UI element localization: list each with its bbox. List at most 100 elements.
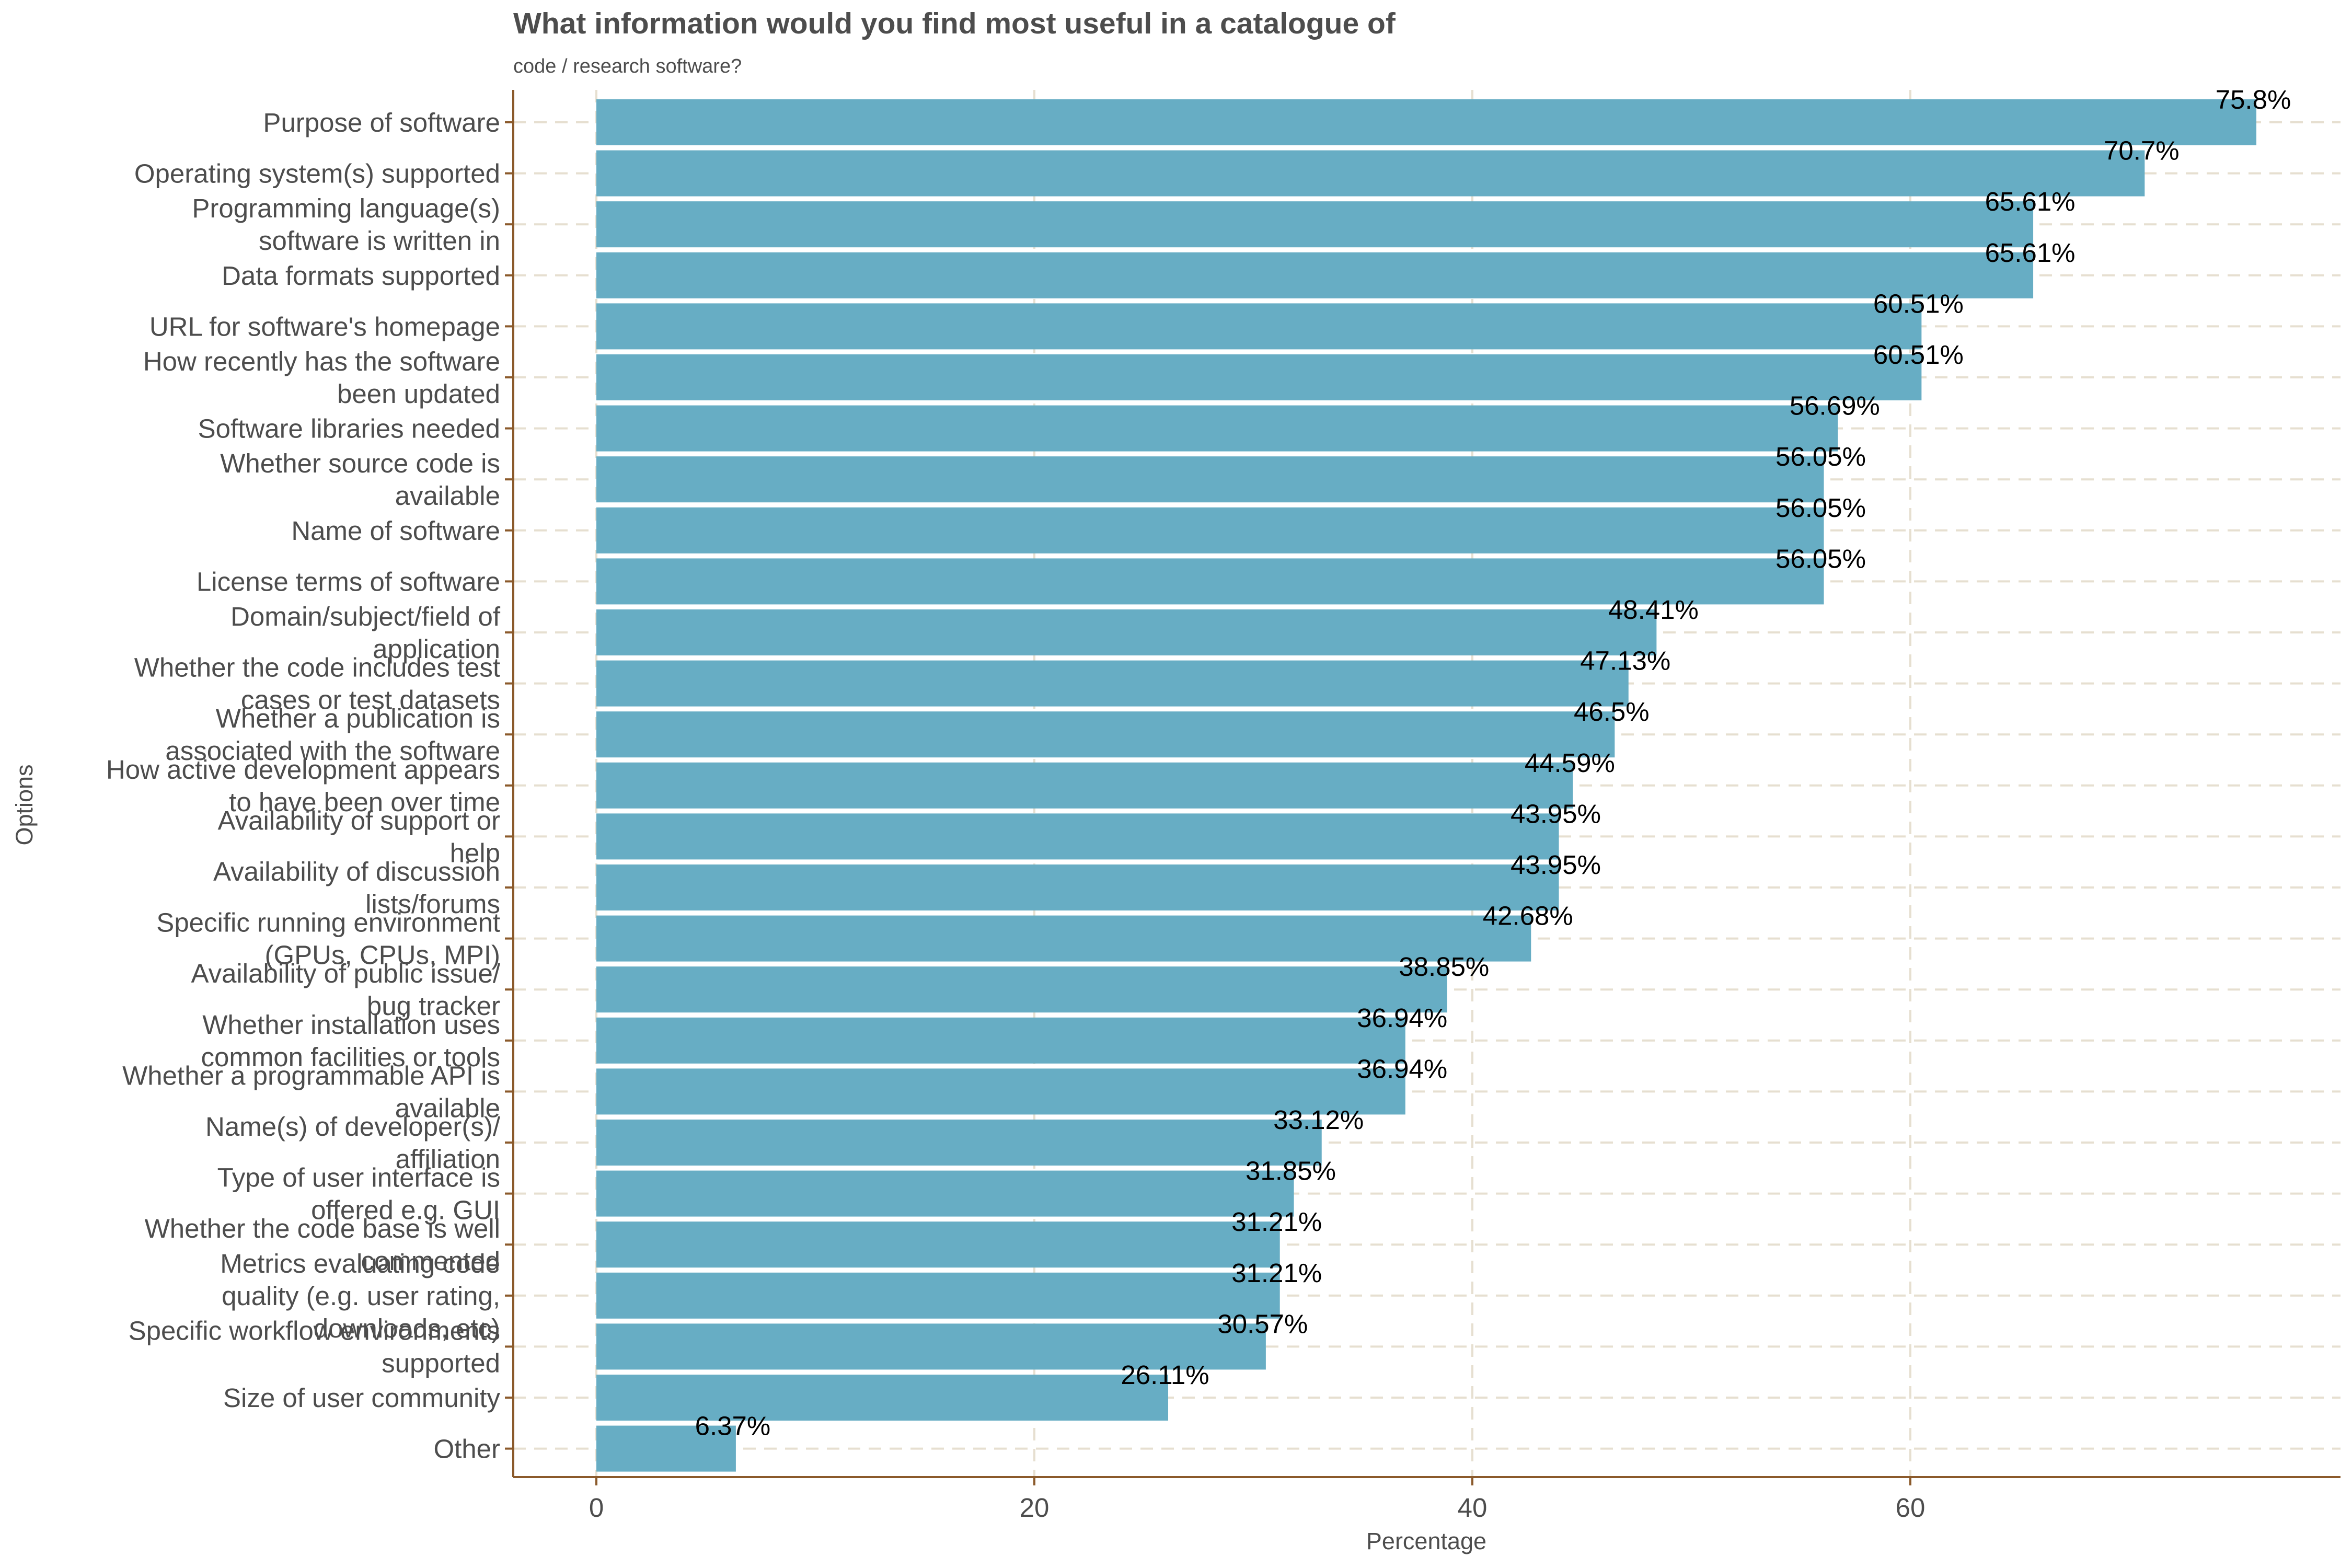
y-tick-label-line: bug tracker [367,991,500,1021]
bar [596,558,1824,605]
y-tick-label-line: Whether source code is [220,448,500,478]
y-tick-label: Operating system(s) supported [134,159,500,189]
bar [596,1323,1266,1370]
y-tick-label-line: Metrics evaluating code [220,1249,500,1278]
y-tick-label: Name of software [291,516,500,546]
bar [596,1170,1294,1217]
data-label: 60.51% [1873,340,1964,370]
data-label: 26.11% [1121,1360,1209,1390]
y-tick-label-line: help [450,838,500,868]
y-tick-label: Availability of discussion lists/forums [213,857,500,919]
y-tick-label-line: quality (e.g. user rating, [222,1281,500,1311]
bar [596,354,1922,400]
y-tick-label: Specific running environment (GPUs, CPUs,… [156,908,500,970]
bar [596,1017,1405,1064]
y-tick-label: How recently has the software been update… [143,347,500,409]
y-tick-label-line: software is written in [259,226,500,256]
y-tick-label: Purpose of software [263,108,500,137]
data-label: 65.61% [1985,238,2076,268]
data-label: 56.05% [1775,442,1866,471]
chart-title: What information would you find most use… [513,7,1396,40]
y-tick-label: License terms of software [197,567,500,596]
data-label: 48.41% [1608,595,1699,625]
data-label: 44.59% [1525,748,1615,778]
data-label: 36.94% [1357,1054,1447,1083]
y-tick-label-line: Availability of support or [217,805,500,835]
y-tick-label: Programming language(s) software is writt… [192,193,500,256]
y-tick-label: Domain/subject/field of application [230,602,501,664]
y-tick-label-line: Specific running environment [156,908,500,938]
y-tick-label-line: commented [361,1246,500,1276]
y-tick-label-line: Operating system(s) supported [134,159,500,189]
bar [596,303,1922,350]
y-tick-label-line: Data formats supported [222,261,500,291]
y-tick-label-line: been updated [337,379,500,409]
y-tick-label-line: cases or test datasets [241,685,500,715]
bar [596,813,1559,860]
y-tick-label: Whether source code is available [220,448,500,511]
bar [596,1425,736,1472]
y-tick-label-line: associated with the software [165,736,500,766]
y-tick-label: Whether the code includes test cases or t… [134,653,500,715]
bar [596,966,1447,1013]
y-tick-label: Whether a programmable API is available [122,1060,500,1123]
bar [596,660,1629,707]
bar [596,864,1559,910]
y-tick-label-line: lists/forums [365,889,500,919]
y-tick-label-line: License terms of software [197,567,500,596]
y-tick-label-line: How active development appears [106,755,500,785]
y-tick-label-line: available [395,1093,500,1123]
y-tick-label-line: Whether installation uses [202,1010,500,1040]
x-axis-title: Percentage [1366,1528,1486,1554]
bar [596,99,2257,145]
y-tick-label-line: Specific workflow environments [129,1316,500,1345]
bar [596,150,2145,197]
y-tick-label: How active development appears to have be… [106,755,500,817]
bar [596,405,1838,452]
data-labels: 75.8% 70.7% 65.61% 65.61% 60.51% 60.51% 56.69%… [695,85,2291,1441]
y-tick-label-line: Purpose of software [263,108,500,137]
y-tick-label-line: Availability of public issue/ [191,959,500,988]
bar [596,1221,1280,1268]
y-tick-label: Specific workflow environments supported [129,1316,500,1378]
data-label: 31.85% [1246,1156,1336,1186]
y-tick-label-line: Whether a publication is [216,704,500,733]
y-tick-label-line: offered e.g. GUI [311,1195,500,1225]
x-tick-label: 0 [589,1493,604,1523]
y-tick-label: Name(s) of developer(s)/affiliation [205,1112,501,1174]
x-tick-label: 60 [1896,1493,1926,1523]
data-label: 43.95% [1511,799,1601,828]
y-tick-label: Whether a publication is associated with … [165,704,500,766]
bar [596,915,1531,962]
y-axis-title: Options [11,764,38,845]
data-label: 6.37% [695,1411,771,1441]
y-tick-label-line: Name of software [291,516,500,546]
x-tick-label: 40 [1458,1493,1488,1523]
y-tick-label-line: Other [433,1434,500,1464]
bar [596,1068,1405,1115]
y-tick-label: URL for software's homepage [149,312,500,341]
data-label: 56.69% [1790,391,1880,421]
y-tick-label-line: Whether the code includes test [134,653,500,683]
data-label: 46.5% [1574,697,1650,727]
bar [596,711,1615,758]
y-tick-label-line: Size of user community [223,1383,501,1413]
bar [596,201,2034,248]
bar [596,1120,1322,1166]
data-label: 43.95% [1511,850,1601,880]
data-label: 38.85% [1399,952,1489,982]
y-tick-label: Size of user community [223,1383,501,1413]
y-tick-label: Data formats supported [222,261,500,291]
y-tick-label: Whether the code base is well commented [145,1214,500,1276]
y-tick-label: Availability of public issue/bug tracker [191,959,500,1021]
bar [596,252,2034,298]
x-axis: 0 20 40 60 [513,1476,2341,1523]
y-tick-label-line: (GPUs, CPUs, MPI) [264,940,500,970]
y-tick-label: Whether installation uses common faciliti… [201,1010,500,1072]
bar [596,1375,1169,1421]
data-label: 33.12% [1273,1105,1364,1135]
bars [596,99,2257,1472]
data-label: 42.68% [1483,901,1573,931]
y-tick-label-line: downloads, etc) [314,1313,500,1343]
